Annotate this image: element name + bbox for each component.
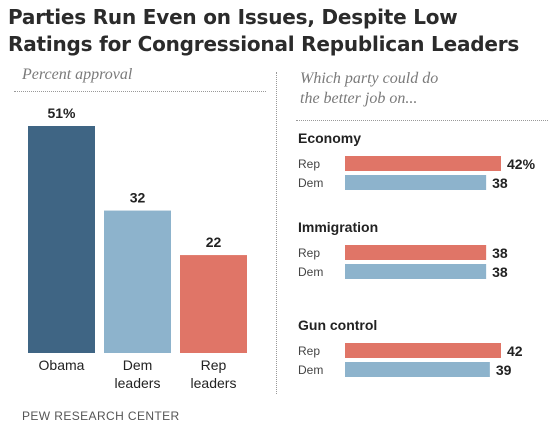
hbar-value-label: 39 (496, 362, 512, 378)
row-party-label: Rep (298, 246, 320, 260)
group-label: Immigration (298, 219, 378, 235)
hbar-economy-rep (345, 156, 501, 171)
source-credit: PEW RESEARCH CENTER (22, 409, 180, 423)
right-subtitle-line-1: Which party could do (300, 70, 439, 87)
hbar-value-label: 38 (492, 175, 508, 191)
hbar-gun-control-rep (345, 343, 501, 358)
bar-category-label: leaders (115, 375, 161, 391)
row-party-label: Dem (298, 176, 323, 190)
hbar-economy-dem (345, 175, 487, 190)
row-party-label: Dem (298, 265, 323, 279)
bar-category-label: Dem (123, 357, 153, 373)
hbar-value-label: 42% (507, 156, 536, 172)
hbar-gun-control-dem (345, 362, 490, 377)
hbar-value-label: 38 (492, 245, 508, 261)
bar-value-label: 32 (130, 190, 146, 206)
bar-rep-leaders (180, 255, 247, 353)
title-line-2: Ratings for Congressional Republican Lea… (8, 32, 520, 56)
hbar-value-label: 38 (492, 264, 508, 280)
bar-value-label: 51% (47, 105, 76, 121)
panel-divider (276, 72, 277, 394)
row-party-label: Rep (298, 157, 320, 171)
hbar-immigration-rep (345, 245, 487, 260)
right-subtitle-rule (296, 120, 548, 121)
row-party-label: Rep (298, 344, 320, 358)
hbar-immigration-dem (345, 264, 487, 279)
left-subtitle: Percent approval (22, 66, 133, 83)
bar-obama (28, 126, 95, 353)
left-subtitle-rule (14, 91, 266, 92)
hbar-value-label: 42 (507, 343, 523, 359)
bar-dem-leaders (104, 210, 171, 353)
bar-category-label: Obama (39, 357, 85, 373)
chart-title: Parties Run Even on Issues, Despite Low … (8, 4, 556, 58)
bar-category-label: Rep (201, 357, 227, 373)
row-party-label: Dem (298, 363, 323, 377)
group-label: Economy (298, 130, 361, 146)
bar-category-label: leaders (191, 375, 237, 391)
group-label: Gun control (298, 317, 377, 333)
title-line-1: Parties Run Even on Issues, Despite Low (8, 5, 458, 29)
right-subtitle: Which party could do the better job on..… (300, 69, 438, 109)
bar-value-label: 22 (206, 234, 222, 250)
right-subtitle-line-2: the better job on... (300, 90, 418, 107)
